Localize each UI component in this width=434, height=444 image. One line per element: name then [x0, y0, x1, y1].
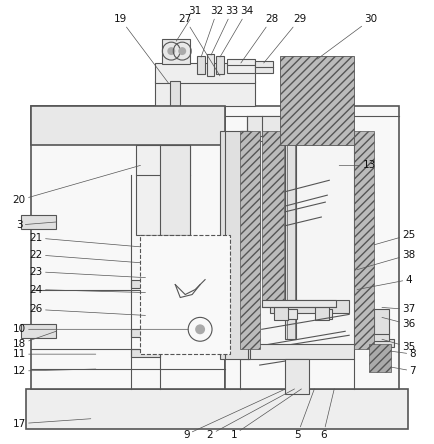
Bar — [262, 300, 336, 307]
Bar — [240, 344, 354, 359]
Text: 36: 36 — [382, 317, 415, 329]
Text: 7: 7 — [391, 366, 416, 376]
Bar — [141, 235, 230, 354]
Bar — [21, 215, 56, 229]
Text: 37: 37 — [382, 305, 415, 314]
Polygon shape — [240, 359, 354, 384]
Bar — [155, 63, 255, 83]
Bar — [354, 131, 374, 349]
Text: 21: 21 — [30, 233, 141, 247]
Bar — [161, 146, 190, 235]
Bar — [216, 56, 224, 74]
Text: 29: 29 — [264, 14, 306, 63]
Text: 18: 18 — [13, 331, 56, 349]
Bar — [225, 106, 399, 389]
Text: 33: 33 — [211, 6, 239, 55]
Text: 12: 12 — [13, 366, 96, 376]
Text: 24: 24 — [30, 285, 145, 294]
Text: 13: 13 — [339, 160, 376, 170]
Circle shape — [178, 47, 186, 55]
Bar — [270, 300, 349, 313]
Bar — [255, 61, 273, 73]
Text: 4: 4 — [357, 275, 412, 289]
Bar — [163, 106, 171, 289]
Bar — [131, 349, 161, 357]
Bar — [247, 116, 336, 135]
Bar — [31, 106, 225, 146]
Text: 17: 17 — [13, 419, 91, 429]
Bar — [240, 131, 260, 349]
Bar — [170, 81, 180, 106]
Bar — [273, 306, 288, 321]
Circle shape — [195, 324, 205, 334]
Bar — [279, 56, 354, 146]
Text: 34: 34 — [220, 6, 253, 57]
Bar — [285, 81, 296, 339]
Bar — [367, 329, 389, 341]
Bar — [369, 344, 391, 372]
Bar — [131, 329, 161, 337]
Bar — [220, 131, 250, 359]
Text: 38: 38 — [357, 250, 415, 270]
Bar — [26, 389, 408, 428]
Text: 35: 35 — [382, 339, 415, 352]
Bar — [207, 54, 214, 76]
Polygon shape — [260, 335, 349, 365]
Bar — [135, 146, 190, 235]
Bar — [364, 339, 394, 347]
Bar — [131, 280, 161, 288]
Bar — [240, 131, 260, 280]
Polygon shape — [270, 180, 329, 210]
Text: 25: 25 — [374, 230, 415, 245]
Text: 8: 8 — [391, 349, 416, 359]
Bar — [197, 56, 205, 74]
Text: 20: 20 — [13, 165, 141, 205]
Text: 31: 31 — [176, 6, 202, 41]
Text: 23: 23 — [30, 267, 145, 278]
Text: 9: 9 — [183, 389, 286, 440]
Text: 11: 11 — [13, 349, 96, 359]
Bar — [161, 260, 195, 285]
Bar — [21, 324, 56, 338]
Text: 2: 2 — [207, 389, 295, 440]
Bar — [262, 131, 283, 305]
Text: 22: 22 — [30, 250, 141, 263]
Bar — [31, 106, 225, 389]
Text: 26: 26 — [30, 305, 145, 315]
Polygon shape — [268, 202, 326, 230]
Text: 27: 27 — [178, 14, 220, 76]
Bar — [316, 306, 329, 321]
Text: 5: 5 — [294, 389, 314, 440]
Bar — [155, 81, 255, 106]
Text: 1: 1 — [230, 389, 302, 440]
Text: 28: 28 — [241, 14, 278, 63]
Text: 6: 6 — [320, 389, 334, 440]
Bar — [162, 39, 190, 64]
Text: 3: 3 — [16, 220, 56, 230]
Text: 32: 32 — [201, 6, 224, 57]
Bar — [178, 106, 186, 289]
Bar — [285, 359, 309, 394]
Text: 10: 10 — [13, 324, 188, 334]
Bar — [227, 59, 255, 73]
Bar — [240, 131, 354, 349]
Polygon shape — [258, 314, 349, 346]
Text: 30: 30 — [317, 14, 378, 59]
Bar — [374, 309, 389, 334]
Circle shape — [168, 47, 175, 55]
Bar — [278, 309, 297, 319]
Bar — [317, 309, 332, 319]
Text: 19: 19 — [114, 14, 168, 83]
